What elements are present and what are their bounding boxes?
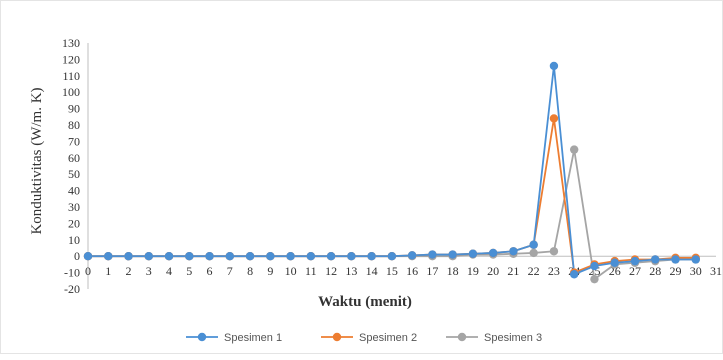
data-point-series-1 <box>448 250 457 259</box>
x-tick-label: 12 <box>325 264 337 278</box>
y-tick-label: 30 <box>68 200 80 214</box>
y-tick-label: -20 <box>64 282 80 296</box>
data-point-series-3 <box>569 145 579 154</box>
y-tick-label: 80 <box>68 118 80 132</box>
data-point-series-3 <box>549 247 559 256</box>
x-tick-label: 21 <box>507 264 519 278</box>
legend-marker <box>457 332 467 342</box>
data-point-series-1 <box>286 252 295 261</box>
y-tick-label: -10 <box>64 266 80 280</box>
data-point-series-1 <box>347 252 356 261</box>
data-point-series-1 <box>225 252 235 261</box>
y-tick-label: 60 <box>68 151 80 165</box>
data-point-series-1 <box>407 251 417 260</box>
x-tick-label: 17 <box>426 264 438 278</box>
series-line-1 <box>88 65 696 276</box>
data-point-series-1 <box>185 252 194 261</box>
x-tick-label: 6 <box>207 264 213 278</box>
legend-marker <box>197 332 207 342</box>
legend-item-1: Spesimen 1 <box>186 332 282 344</box>
x-tick-label: 0 <box>85 264 91 278</box>
legend-label: Spesimen 2 <box>359 332 417 344</box>
y-tick-label: 50 <box>68 167 80 181</box>
data-point-series-1 <box>428 250 437 259</box>
data-point-series-1 <box>83 252 93 261</box>
data-point-series-3 <box>590 274 599 284</box>
x-tick-label: 4 <box>166 264 172 278</box>
x-tick-label: 16 <box>406 264 418 278</box>
y-tick-label: 130 <box>62 36 80 50</box>
data-point-series-1 <box>630 256 640 266</box>
data-point-series-2 <box>549 114 559 123</box>
data-point-series-1 <box>205 252 214 261</box>
data-point-series-1 <box>387 252 397 261</box>
y-tick-label: 40 <box>68 184 80 198</box>
x-tick-label: 28 <box>649 264 661 278</box>
y-tick-label: 0 <box>74 249 80 263</box>
y-axis-title: Konduktivitas (W/m. K) <box>29 87 45 234</box>
data-point-series-1 <box>651 255 660 264</box>
x-tick-label: 22 <box>528 264 540 278</box>
x-tick-label: 8 <box>247 264 253 278</box>
data-point-series-1 <box>306 252 316 261</box>
data-point-series-1 <box>266 252 275 261</box>
data-point-series-3 <box>529 248 538 258</box>
x-tick-label: 20 <box>487 264 499 278</box>
x-tick-label: 3 <box>146 264 152 278</box>
data-point-series-1 <box>326 252 336 261</box>
x-tick-label: 26 <box>609 264 621 278</box>
y-tick-label: 10 <box>68 233 80 247</box>
data-point-series-1 <box>610 258 619 267</box>
legend-item-3: Spesimen 3 <box>446 332 542 344</box>
data-point-series-1 <box>468 249 478 258</box>
data-point-series-1 <box>367 252 376 261</box>
x-tick-label: 2 <box>126 264 132 278</box>
data-point-series-1 <box>569 270 579 279</box>
x-tick-label: 13 <box>345 264 357 278</box>
x-tick-label: 15 <box>386 264 398 278</box>
data-point-series-1 <box>488 248 498 258</box>
data-point-series-1 <box>164 252 174 261</box>
data-point-series-1 <box>671 255 680 264</box>
series-line-2 <box>88 117 696 274</box>
y-tick-label: 100 <box>62 85 80 99</box>
y-tick-label: 20 <box>68 216 80 230</box>
x-tick-label: 30 <box>690 264 702 278</box>
x-tick-label: 1 <box>105 264 111 278</box>
y-tick-label: 120 <box>62 52 80 66</box>
x-tick-label: 18 <box>447 264 459 278</box>
data-point-series-1 <box>124 252 133 261</box>
data-point-series-1 <box>245 252 255 261</box>
x-tick-label: 19 <box>467 264 479 278</box>
x-tick-label: 5 <box>186 264 192 278</box>
y-tick-label: 70 <box>68 134 80 148</box>
data-point-series-1 <box>144 252 153 261</box>
legend-marker <box>332 332 342 342</box>
data-point-series-1 <box>691 255 700 264</box>
data-point-series-1 <box>509 247 518 256</box>
y-tick-label: 90 <box>68 102 80 116</box>
data-point-series-1 <box>549 61 559 71</box>
x-tick-label: 10 <box>285 264 297 278</box>
x-tick-label: 9 <box>267 264 273 278</box>
legend-item-2: Spesimen 2 <box>321 332 417 344</box>
x-tick-label: 7 <box>227 264 233 278</box>
x-tick-label: 23 <box>548 264 560 278</box>
legend-label: Spesimen 3 <box>484 332 542 344</box>
legend-label: Spesimen 1 <box>224 332 282 344</box>
data-point-series-1 <box>104 252 113 261</box>
data-point-series-1 <box>590 261 599 271</box>
x-tick-label: 14 <box>366 264 378 278</box>
legend: Spesimen 1 Spesimen 2 Spesimen 3 <box>186 332 542 344</box>
y-tick-label: 110 <box>62 69 80 83</box>
x-axis-title: Waktu (menit) <box>318 294 412 310</box>
data-point-series-1 <box>529 240 538 249</box>
x-tick-label: 27 <box>629 264 641 278</box>
x-tick-label: 29 <box>669 264 681 278</box>
x-tick-label: 11 <box>305 264 317 278</box>
x-tick-label: 31 <box>710 264 722 278</box>
